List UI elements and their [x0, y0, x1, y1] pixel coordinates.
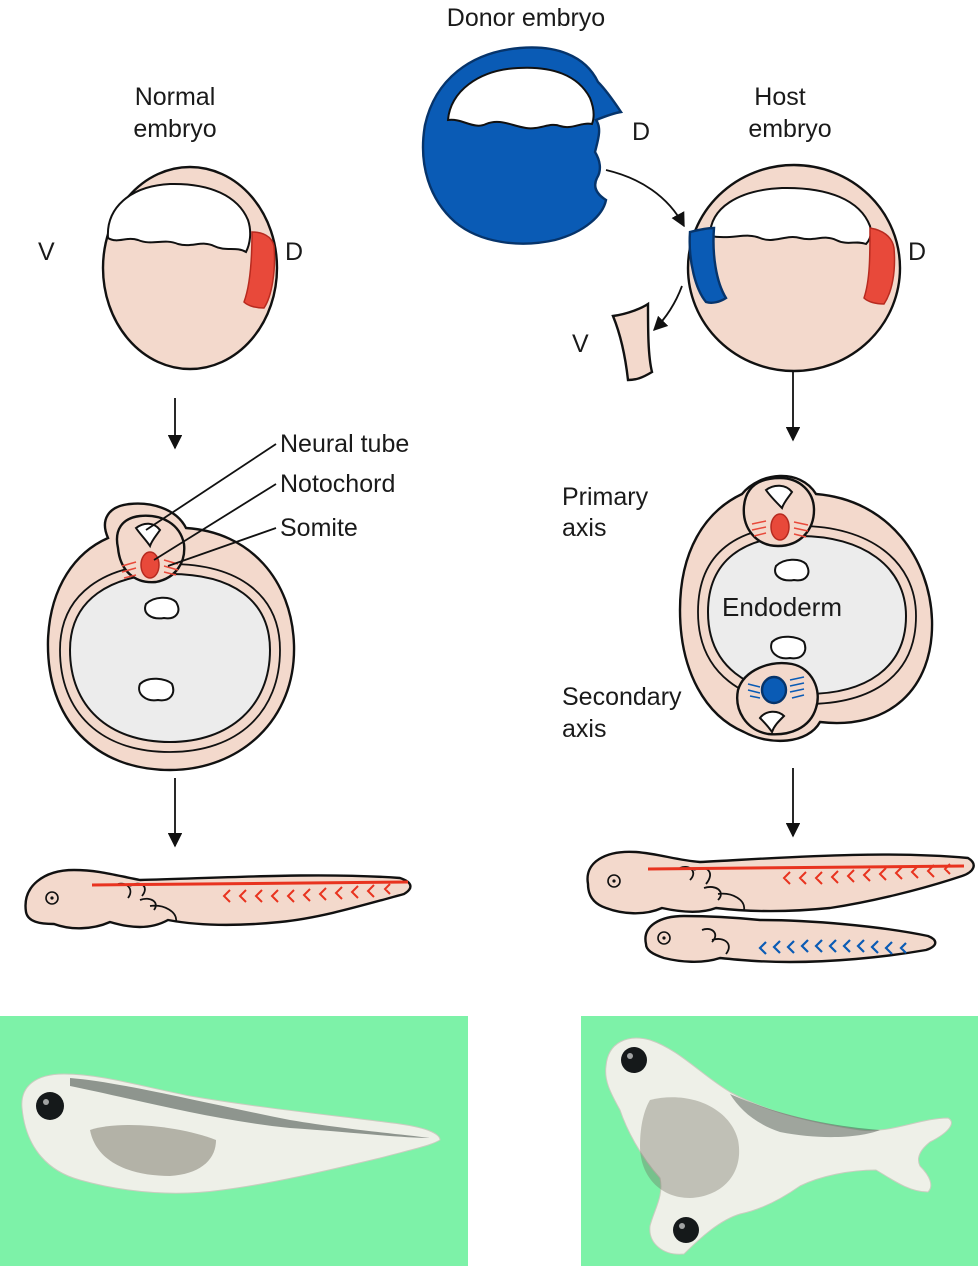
normal-dorsal-label: D: [285, 238, 303, 266]
host-grafted-organizer: [688, 226, 728, 304]
secondary-tadpole-body: [644, 914, 937, 964]
primary-axis-label-2: axis: [562, 514, 606, 542]
normal-dorsal-lip: [243, 231, 276, 309]
host-dorsal-label: D: [908, 238, 926, 266]
normal-endoderm: [68, 572, 272, 744]
twinned-photo-belly: [640, 1097, 740, 1198]
twinned-photo-eye-shine-2: [679, 1223, 685, 1229]
normal-photo-eye: [36, 1092, 64, 1120]
normal-tadpole-notochord: [91, 880, 409, 887]
host-gut-cavity-2: [770, 635, 807, 660]
notochord-label: Notochord: [280, 470, 395, 498]
secondary-axis-label-1: Secondary: [562, 683, 682, 711]
normal-tadpole-photo: [0, 1016, 468, 1266]
secondary-tadpole-somites: [758, 939, 907, 955]
normal-dorsal-axis: [115, 514, 186, 584]
secondary-tadpole-gills: [701, 928, 730, 955]
primary-tadpole-body: [586, 850, 975, 915]
host-secondary-somites: [747, 676, 805, 699]
normal-tadpole-body: [24, 868, 412, 930]
normal-tadpole-eye: [45, 891, 59, 905]
twinned-photo-tadpole: [605, 1037, 952, 1255]
twinned-photo-eye-shine-1: [627, 1053, 633, 1059]
twinned-photo-eye-2: [673, 1217, 699, 1243]
host-blastocoel: [708, 186, 872, 246]
primary-tadpole-eye: [607, 874, 621, 888]
neural-tube-leader: [145, 443, 277, 531]
normal-photo-tadpole: [21, 1073, 441, 1194]
host-embryo-label-1: Host: [754, 83, 805, 111]
twinned-photo-pigment: [730, 1094, 880, 1138]
primary-axis-label-1: Primary: [562, 483, 649, 511]
primary-tadpole-somites: [782, 863, 951, 885]
host-secondary-notochord: [760, 675, 788, 705]
host-primary-neural-tube: [764, 484, 794, 510]
normal-photo-pigment: [70, 1078, 430, 1138]
donor-embryo-label: Donor embryo: [447, 4, 605, 32]
normal-blastocoel: [106, 182, 252, 254]
transplant-arrow: [605, 169, 685, 228]
neural-tube-label: Neural tube: [280, 430, 409, 458]
host-primary-notochord: [770, 513, 790, 541]
host-gut-cavity-1: [774, 558, 810, 582]
normal-tadpole-somites: [222, 883, 391, 903]
normal-gut-cavity-2: [138, 677, 175, 702]
host-embryo: Host embryo D: [686, 83, 926, 373]
normal-tadpole-drawing: [24, 868, 412, 930]
ventral-fragment: [611, 301, 654, 382]
donor-blastocoel: [446, 66, 595, 130]
ventral-removal-arrow: [652, 285, 683, 332]
somite-label: Somite: [280, 514, 358, 542]
normal-embryo-label-1: Normal: [135, 83, 216, 111]
primary-tadpole-notochord: [647, 864, 965, 871]
normal-photo-belly: [90, 1125, 216, 1176]
host-secondary-neural-tube: [758, 710, 786, 735]
host-primary-somites: [751, 520, 809, 538]
host-embryo-label-2: embryo: [748, 115, 831, 143]
host-neurula-section: Endoderm Primary axis Secondary axis: [562, 474, 934, 743]
normal-tadpole-pupil: [50, 896, 54, 900]
secondary-axis-label-2: axis: [562, 715, 606, 743]
secondary-tadpole-pupil: [662, 936, 666, 940]
normal-gut-cavity-1: [144, 596, 180, 620]
normal-ventral-label: V: [38, 238, 55, 266]
fragment-ventral-label: V: [572, 330, 589, 358]
secondary-tadpole-eye: [657, 931, 671, 945]
twinned-tadpole-photo: [581, 1016, 978, 1266]
donor-embryo: Donor embryo D: [421, 4, 650, 245]
normal-embryo-label-2: embryo: [133, 115, 216, 143]
somite-leader: [167, 527, 277, 567]
normal-notochord: [140, 551, 160, 579]
normal-embryo: Normal embryo V D: [38, 83, 303, 371]
twin-tadpole-drawing: [586, 850, 975, 964]
notochord-leader: [153, 483, 277, 561]
normal-neural-tube: [134, 522, 162, 549]
twinned-photo-eye-1: [621, 1047, 647, 1073]
host-dorsal-lip: [863, 227, 896, 305]
normal-photo-eye-shine: [43, 1099, 49, 1105]
endoderm-label: Endoderm: [722, 592, 842, 622]
primary-tadpole-pupil: [612, 879, 616, 883]
normal-mesoderm-layer: [59, 563, 281, 753]
normal-neurula-section: Neural tube Notochord Somite: [46, 430, 409, 772]
donor-dorsal-label: D: [632, 118, 650, 146]
